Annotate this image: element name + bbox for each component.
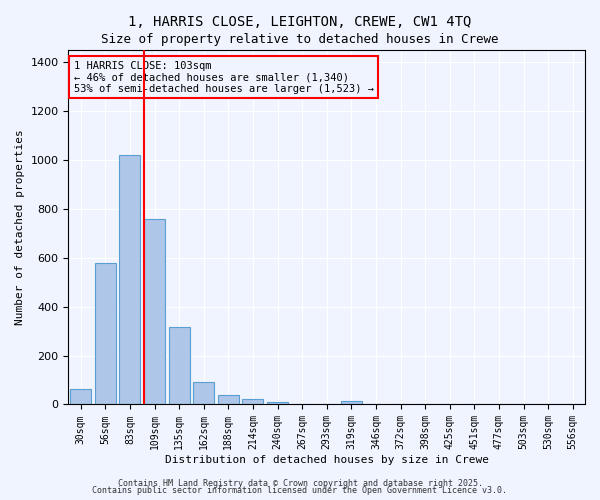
Bar <box>341 401 362 404</box>
Bar <box>95 262 116 404</box>
Text: Contains HM Land Registry data © Crown copyright and database right 2025.: Contains HM Land Registry data © Crown c… <box>118 478 482 488</box>
Bar <box>218 395 239 404</box>
X-axis label: Distribution of detached houses by size in Crewe: Distribution of detached houses by size … <box>165 455 489 465</box>
Text: Size of property relative to detached houses in Crewe: Size of property relative to detached ho… <box>101 32 499 46</box>
Text: 1 HARRIS CLOSE: 103sqm
← 46% of detached houses are smaller (1,340)
53% of semi-: 1 HARRIS CLOSE: 103sqm ← 46% of detached… <box>74 60 374 94</box>
Bar <box>242 399 263 404</box>
Bar <box>70 388 91 404</box>
Bar <box>193 382 214 404</box>
Bar <box>169 328 190 404</box>
Text: 1, HARRIS CLOSE, LEIGHTON, CREWE, CW1 4TQ: 1, HARRIS CLOSE, LEIGHTON, CREWE, CW1 4T… <box>128 15 472 29</box>
Bar <box>144 218 165 404</box>
Y-axis label: Number of detached properties: Number of detached properties <box>15 130 25 325</box>
Text: Contains public sector information licensed under the Open Government Licence v3: Contains public sector information licen… <box>92 486 508 495</box>
Bar <box>119 155 140 404</box>
Bar <box>267 402 288 404</box>
